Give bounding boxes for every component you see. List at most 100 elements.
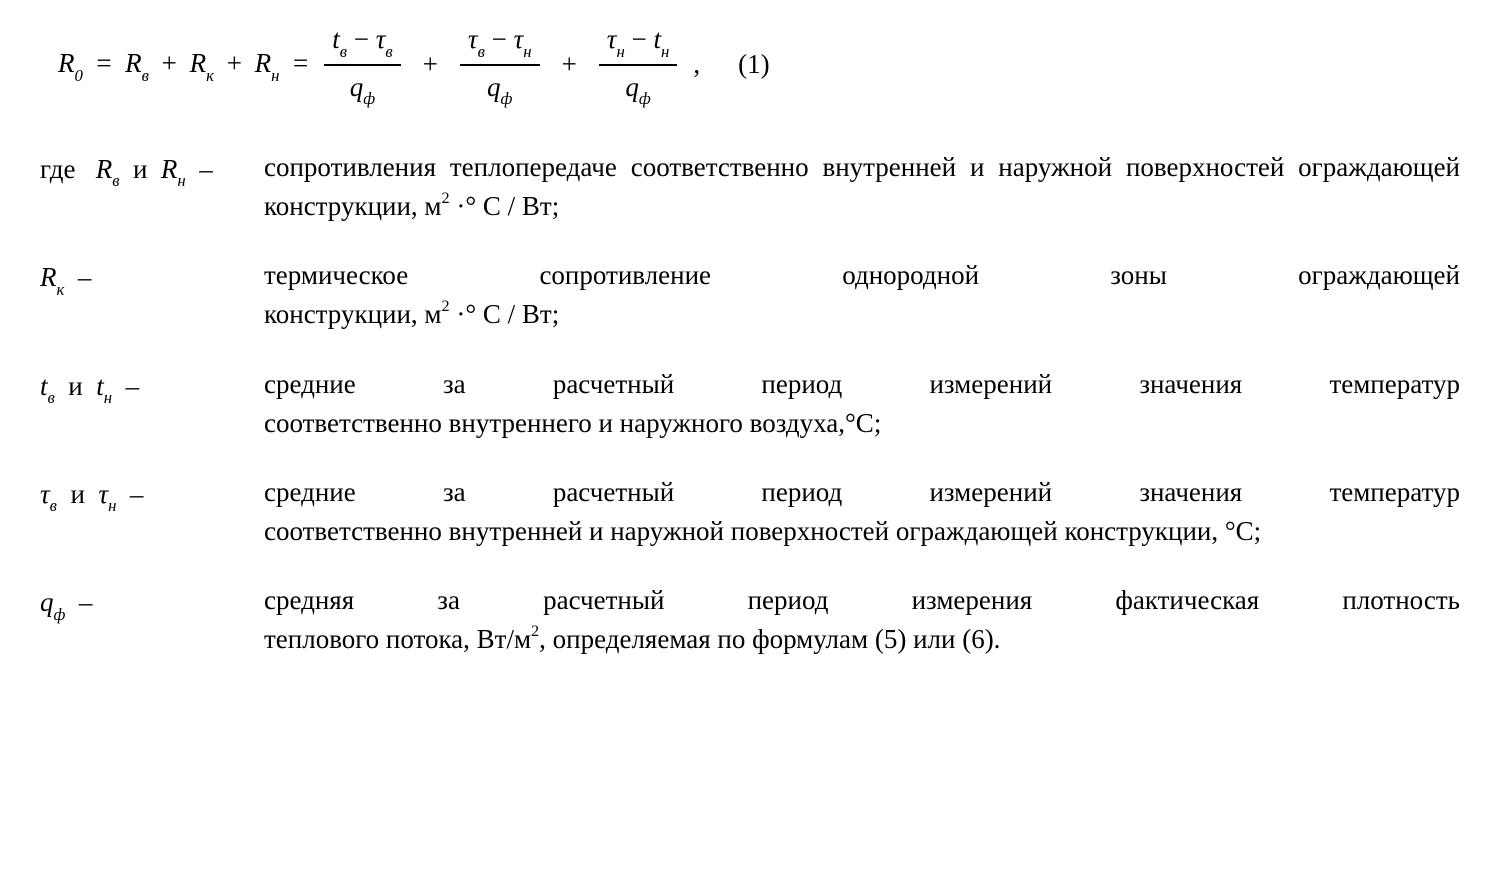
r3-w6: значения <box>1139 365 1242 404</box>
sym-Rn: R <box>255 48 272 78</box>
formula-tail: , <box>693 45 700 84</box>
def-sym-Rk: Rк – <box>40 256 240 300</box>
f3-num-a-sub: н <box>616 42 624 61</box>
sup2-3: 2 <box>531 622 539 640</box>
and-1: и <box>133 154 147 184</box>
r4-w2: за <box>443 473 466 512</box>
r5-w2: за <box>437 581 460 620</box>
plus-4: + <box>562 45 577 84</box>
def-txt-3: средние за расчетный период измерений зн… <box>264 365 1460 443</box>
def-sym-tv-tn: tв и tн – <box>40 365 240 409</box>
f2-minus: − <box>492 24 507 54</box>
def-sym-tau: τв и τн – <box>40 473 240 517</box>
f2-num-a-sub: в <box>478 42 485 61</box>
r5-w6: фактическая <box>1115 581 1259 620</box>
sym-tv-sub: в <box>48 388 55 407</box>
def-row-tau: τв и τн – средние за расчетный период из… <box>40 473 1460 551</box>
r2-w3: однородной <box>842 256 979 295</box>
sym-qf-sub: ф <box>54 605 66 624</box>
r5-w7: плотность <box>1342 581 1460 620</box>
r3-w4: период <box>761 365 842 404</box>
fraction-2: τв − τн qф <box>460 18 540 111</box>
sym-Rv-a: R <box>96 154 113 184</box>
sym-taun-sub: н <box>108 496 116 515</box>
def-sym-Rv-Rn: где Rв и Rн – <box>40 148 240 192</box>
r2-line2b: ·° С / Вт; <box>450 299 560 329</box>
f1-num-b-sub: в <box>385 42 392 61</box>
r4-w6: значения <box>1139 473 1242 512</box>
f1-den-q-sub: ф <box>363 89 375 108</box>
equals-1: = <box>96 48 111 78</box>
dash-4: – <box>130 479 144 509</box>
and-3: и <box>68 371 82 401</box>
f3-minus: − <box>632 24 647 54</box>
def-txt-4: средние за расчетный период измерений зн… <box>264 473 1460 551</box>
r4-w4: период <box>761 473 842 512</box>
r5-line2a: теплового потока, Вт/м <box>264 624 531 654</box>
where-label: где <box>40 154 75 184</box>
f3-num-b: t <box>654 24 662 54</box>
f1-den-q: q <box>350 72 364 102</box>
def-txt-2: термическое сопротивление однородной зон… <box>264 256 1460 334</box>
def-row-q: qф – средняя за расчетный период измерен… <box>40 581 1460 659</box>
definitions-list: где Rв и Rн – сопротивления теплопередач… <box>40 148 1460 659</box>
f3-den-q: q <box>625 72 639 102</box>
sym-tauv: τ <box>40 479 50 509</box>
r3-w1: средние <box>264 365 356 404</box>
r2-w4: зоны <box>1110 256 1167 295</box>
and-4: и <box>70 479 84 509</box>
f1-num-b: τ <box>376 24 386 54</box>
f3-num-b-sub: н <box>661 42 669 61</box>
def1-unit: ·° С / Вт; <box>450 191 560 221</box>
f3-den-q-sub: ф <box>639 89 651 108</box>
plus-1: + <box>162 48 177 78</box>
def-row-Rv-Rn: где Rв и Rн – сопротивления теплопередач… <box>40 148 1460 226</box>
dash-5: – <box>79 587 93 617</box>
r4-w7: температур <box>1329 473 1460 512</box>
dash-1: – <box>199 154 213 184</box>
f2-num-b: τ <box>514 24 524 54</box>
r2-line2a: конструкции, м <box>264 299 442 329</box>
sym-Rv-a-sub: в <box>112 171 119 190</box>
dash-3: – <box>126 371 140 401</box>
sym-Rk: R <box>190 48 207 78</box>
def-txt-5: средняя за расчетный период измерения фа… <box>264 581 1460 659</box>
r2-w1: термическое <box>264 256 408 295</box>
f2-den-q: q <box>487 72 501 102</box>
r2-w2: сопротивление <box>539 256 711 295</box>
plus-2: + <box>227 48 242 78</box>
sym-qf: q <box>40 587 54 617</box>
r3-w7: температур <box>1329 365 1460 404</box>
fraction-1: tв − τв qф <box>324 18 400 111</box>
r4-w1: средние <box>264 473 356 512</box>
sym-taun: τ <box>98 479 108 509</box>
equation-number: (1) <box>738 45 769 84</box>
sym-Rn-b-sub: н <box>177 171 185 190</box>
r4-line2: соответственно внутренней и наружной пов… <box>264 512 1460 551</box>
sym-Rv: R <box>125 48 142 78</box>
sym-Rk-sub: к <box>57 280 65 299</box>
sym-tn-sub: н <box>104 388 112 407</box>
page: R0 = Rв + Rк + Rн = tв − τв qф + τв − <box>0 0 1500 887</box>
r3-w2: за <box>443 365 466 404</box>
def-txt-1: сопротивления теплопередаче соответствен… <box>264 148 1460 226</box>
r5-w3: расчетный <box>543 581 664 620</box>
f2-num-a: τ <box>468 24 478 54</box>
r5-w1: средняя <box>264 581 354 620</box>
plus-3: + <box>423 45 438 84</box>
sym-Rv-sub: в <box>142 66 149 85</box>
sym-Rn-sub: н <box>271 66 279 85</box>
def-row-Rk: Rк – термическое сопротивление однородно… <box>40 256 1460 334</box>
equals-2: = <box>293 48 308 78</box>
sym-tv: t <box>40 371 48 401</box>
sym-tn: t <box>96 371 104 401</box>
r3-w5: измерений <box>929 365 1052 404</box>
sym-Rn-b: R <box>161 154 178 184</box>
r4-w5: измерений <box>929 473 1052 512</box>
r4-w3: расчетный <box>553 473 674 512</box>
sym-R0: R <box>58 48 75 78</box>
f1-num-a: t <box>332 24 340 54</box>
f1-minus: − <box>354 24 369 54</box>
r2-w5: ограждающей <box>1298 256 1460 295</box>
f1-num-a-sub: в <box>340 42 347 61</box>
